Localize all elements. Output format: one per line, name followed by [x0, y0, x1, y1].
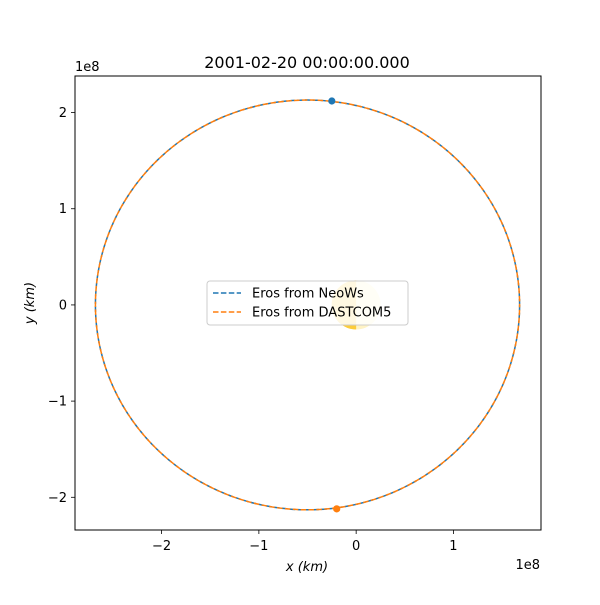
- legend-label-1: Eros from NeoWs: [252, 287, 364, 302]
- y-tick-label: −2: [48, 491, 67, 506]
- orbit-line-2: [94, 99, 521, 511]
- y-tick-label: −1: [48, 395, 67, 410]
- y-axis-label: y (km): [23, 282, 38, 325]
- y-tick-label: 2: [59, 106, 67, 121]
- x-tick-label: 0: [352, 539, 360, 554]
- x-tick-label: 1: [449, 539, 457, 554]
- x-axis-ticks: −2 −1 0 1: [152, 530, 458, 554]
- y-axis-ticks: −2 −1 0 1 2: [48, 106, 75, 506]
- x-axis-label: x (km): [285, 560, 328, 575]
- legend-label-2: Eros from DASTCOM5: [252, 306, 391, 321]
- y-tick-label: 0: [59, 298, 67, 313]
- position-marker-1: [328, 97, 336, 105]
- position-marker-2: [333, 505, 341, 513]
- x-tick-label: −1: [249, 539, 268, 554]
- y-offset-label: 1e8: [75, 60, 100, 75]
- axes-frame: [74, 75, 542, 531]
- markers-layer: [328, 97, 341, 513]
- chart-title: 2001-02-20 00:00:00.000: [204, 53, 410, 72]
- legend: Eros from NeoWs Eros from DASTCOM5: [206, 280, 409, 326]
- legend-entries: Eros from NeoWs Eros from DASTCOM5: [213, 287, 391, 321]
- x-tick-label: −2: [152, 539, 171, 554]
- y-tick-label: 1: [59, 202, 67, 217]
- orbits-layer: [94, 99, 521, 511]
- legend-box: [206, 280, 409, 326]
- x-offset-label: 1e8: [515, 558, 540, 573]
